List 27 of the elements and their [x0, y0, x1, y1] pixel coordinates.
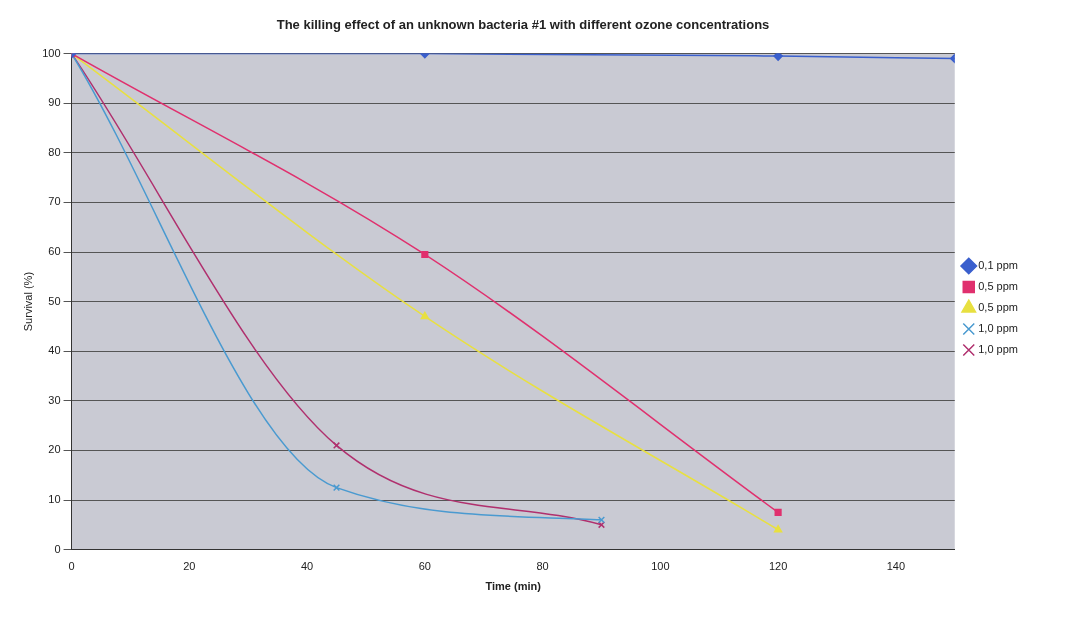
y-tick-label: 60: [48, 245, 61, 258]
x-axis-title: Time (min): [485, 580, 542, 593]
y-tick-label: 0: [54, 542, 61, 555]
y-tick-label: 90: [48, 96, 61, 109]
y-tick-label: 30: [48, 393, 61, 406]
legend-label: 0,5 ppm: [978, 280, 1018, 293]
legend-label: 0,5 ppm: [978, 301, 1018, 314]
y-tick-label: 10: [48, 493, 61, 506]
x-tick-label: 120: [768, 560, 788, 573]
legend-label: 1,0 ppm: [978, 322, 1018, 335]
x-tick-label: 40: [300, 560, 314, 573]
y-axis-title: Survival (%): [21, 271, 34, 332]
x-tick-label: 80: [536, 560, 549, 573]
y-tick-label: 70: [48, 195, 61, 208]
x-tick-label: 100: [651, 560, 670, 573]
y-tick-label: 20: [48, 443, 61, 456]
x-tick-label: 20: [183, 560, 196, 573]
legend-label: 0,1 ppm: [978, 259, 1018, 272]
x-tick-label: 140: [886, 560, 906, 573]
chart-title: The killing effect of an unknown bacteria #1 with different ozone concentrations: [276, 17, 770, 33]
y-tick-label: 80: [48, 145, 61, 158]
y-tick-label: 100: [42, 46, 61, 59]
x-tick-label: 60: [418, 560, 431, 573]
y-tick-label: 50: [48, 294, 61, 307]
y-tick-label: 40: [48, 344, 61, 357]
x-tick-label: 0: [68, 560, 75, 573]
legend-label: 1,0 ppm: [978, 343, 1018, 356]
